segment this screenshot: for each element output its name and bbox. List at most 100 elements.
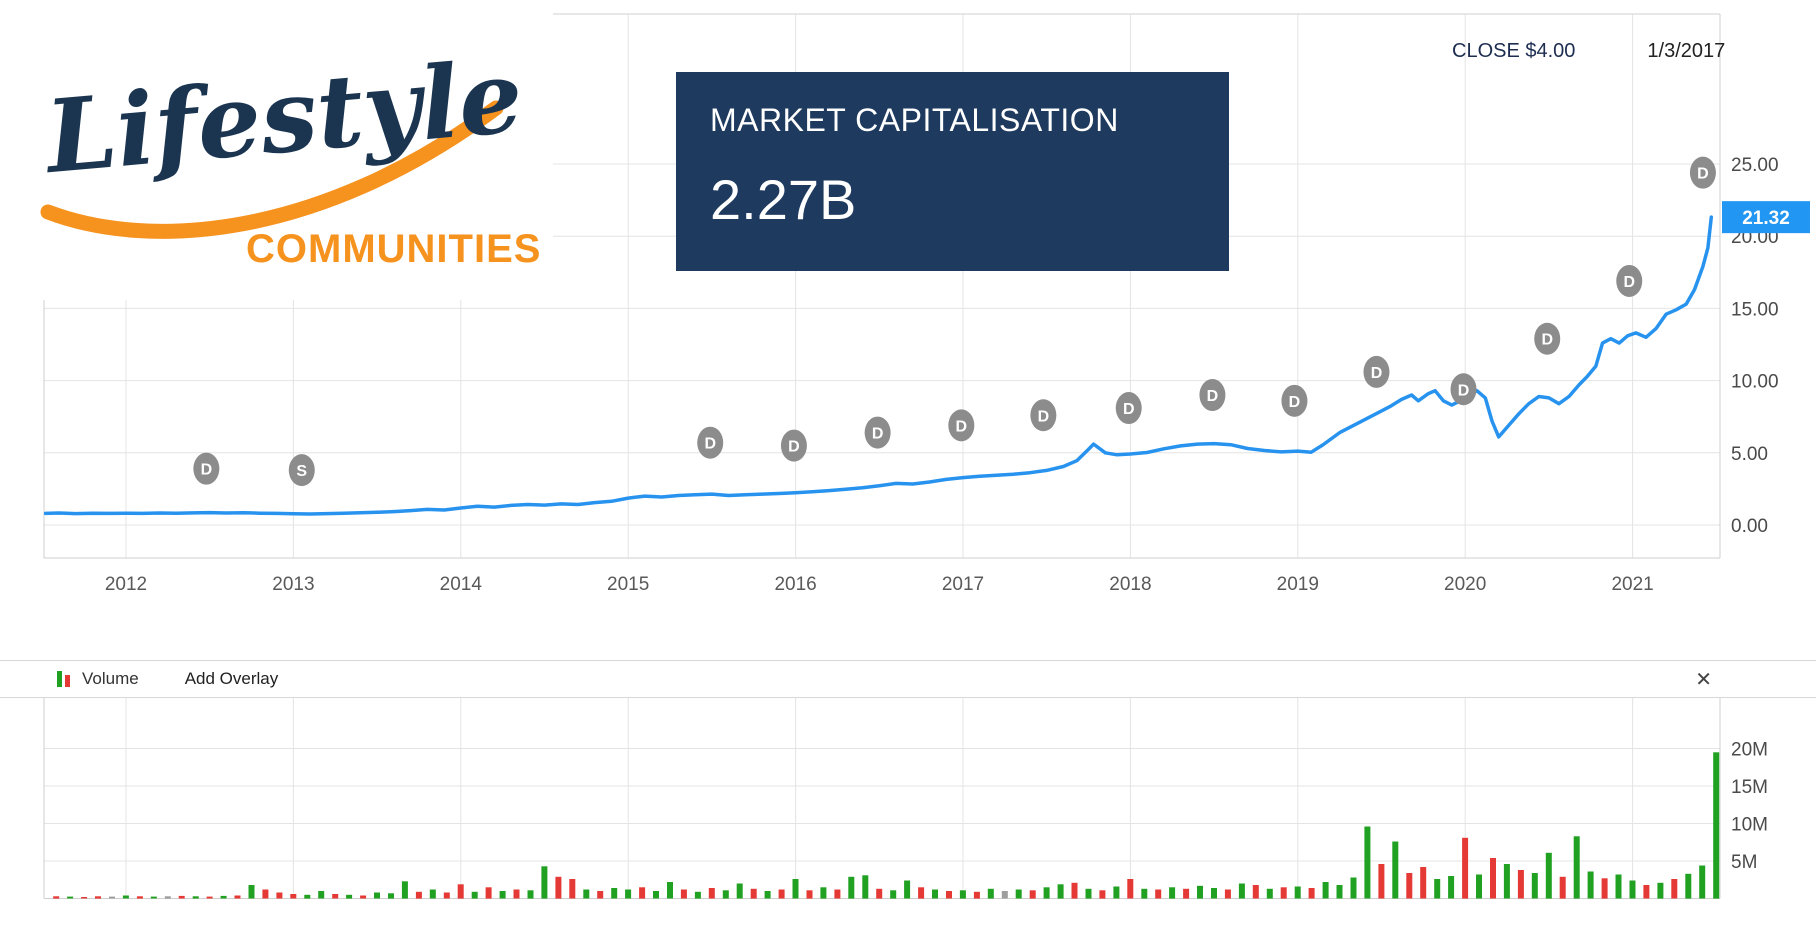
- volume-bar: [1197, 885, 1203, 899]
- volume-bar: [67, 896, 74, 899]
- volume-bar: [332, 894, 339, 899]
- volume-bar: [736, 883, 743, 899]
- event-marker-D[interactable]: D: [780, 429, 807, 462]
- last-price-badge: 21.32: [1722, 201, 1810, 234]
- volume-bar: [1113, 886, 1120, 899]
- add-overlay-button[interactable]: Add Overlay: [184, 669, 279, 688]
- volume-bar: [708, 888, 715, 899]
- volume-bar: [973, 891, 980, 899]
- volume-bar: [1211, 888, 1217, 899]
- volume-bar: [597, 891, 604, 899]
- volume-bar: [1657, 882, 1664, 899]
- logo-swoosh-icon: [40, 100, 504, 239]
- svg-text:D: D: [1038, 408, 1050, 425]
- svg-text:D: D: [1123, 401, 1135, 418]
- event-marker-S[interactable]: S: [288, 454, 315, 487]
- volume-bar: [346, 894, 353, 899]
- price-x-axis-labels: 2012 2013 2014 2015 2016 2017 2018 2019 2020 2021: [105, 574, 1654, 595]
- volume-bar: [1043, 887, 1050, 899]
- volume-bar: [848, 876, 855, 899]
- volume-bar: [611, 888, 618, 899]
- svg-text:2016: 2016: [774, 574, 816, 595]
- volume-bar: [192, 896, 199, 899]
- volume-bar: [1573, 836, 1580, 899]
- volume-bar: [1434, 879, 1441, 899]
- volume-bar: [248, 885, 255, 899]
- volume-bar: [904, 880, 911, 899]
- volume-bar: [639, 887, 646, 899]
- volume-bar: [1085, 888, 1092, 899]
- svg-text:S: S: [296, 463, 307, 480]
- volume-bar: [164, 896, 171, 899]
- volume-bar: [1713, 752, 1720, 899]
- volume-bar: [1378, 864, 1385, 899]
- volume-bar: [150, 896, 157, 899]
- event-marker-D[interactable]: D: [1281, 384, 1308, 417]
- svg-text:15.00: 15.00: [1731, 299, 1779, 320]
- volume-bar: [513, 889, 520, 899]
- volume-bar: [527, 890, 534, 899]
- svg-text:2013: 2013: [272, 574, 314, 595]
- volume-bar: [1685, 873, 1692, 899]
- volume-bar: [1350, 877, 1357, 899]
- volume-bar: [1057, 884, 1064, 899]
- volume-bar: [959, 890, 966, 899]
- svg-text:10.00: 10.00: [1731, 372, 1779, 393]
- volume-bar: [1155, 889, 1162, 899]
- volume-bar: [946, 891, 952, 899]
- volume-bar: [374, 892, 380, 899]
- volume-bar: [457, 884, 464, 899]
- volume-bar: [1462, 837, 1469, 899]
- close-price-label: CLOSE $4.00: [1452, 40, 1576, 62]
- volume-bar: [1183, 888, 1190, 899]
- volume-bar: [290, 894, 297, 899]
- volume-bar: [1071, 882, 1078, 899]
- volume-bar: [1266, 888, 1273, 899]
- event-marker-D[interactable]: D: [1534, 322, 1561, 355]
- volume-bar: [304, 894, 311, 899]
- event-marker-D[interactable]: D: [948, 409, 975, 442]
- volume-bar: [1364, 826, 1371, 899]
- volume-bar: [415, 891, 422, 899]
- market-cap-title: MARKET CAPITALISATION: [710, 102, 1119, 138]
- event-marker-D[interactable]: D: [1450, 373, 1477, 406]
- volume-bar: [541, 866, 548, 899]
- volume-bar: [318, 891, 325, 899]
- volume-bar: [555, 876, 562, 899]
- event-marker-D[interactable]: D: [697, 426, 724, 459]
- volume-bar: [1336, 885, 1343, 899]
- volume-bar: [1420, 867, 1427, 899]
- volume-bar: [485, 887, 492, 899]
- event-marker-D[interactable]: D: [1616, 264, 1643, 297]
- close-date-label: 1/3/2017: [1647, 40, 1726, 62]
- logo-script-text: Lifestyle: [38, 37, 527, 196]
- event-marker-D[interactable]: D: [1689, 156, 1716, 189]
- volume-bar: [1699, 865, 1706, 899]
- volume-bar: [1476, 874, 1482, 899]
- volume-label: Volume: [82, 669, 139, 688]
- svg-text:D: D: [956, 418, 968, 435]
- volume-bar: [987, 888, 994, 899]
- svg-text:2014: 2014: [440, 574, 483, 595]
- volume-bar: [1531, 873, 1538, 899]
- volume-bar: [932, 889, 938, 899]
- event-marker-D[interactable]: D: [1030, 399, 1057, 432]
- event-marker-D[interactable]: D: [1199, 379, 1226, 412]
- volume-bar: [806, 890, 813, 899]
- volume-bar: [1406, 873, 1413, 899]
- event-marker-D[interactable]: D: [1363, 355, 1390, 388]
- svg-text:2012: 2012: [105, 574, 147, 595]
- event-marker-D[interactable]: D: [1115, 392, 1142, 425]
- volume-close-button[interactable]: ✕: [1695, 668, 1712, 691]
- event-marker-D[interactable]: D: [193, 452, 220, 485]
- svg-text:D: D: [1289, 394, 1301, 411]
- svg-text:25.00: 25.00: [1731, 155, 1779, 176]
- price-line: [43, 215, 1714, 516]
- volume-bar: [1224, 889, 1231, 899]
- volume-bar: [499, 891, 506, 899]
- volume-bar: [95, 896, 101, 899]
- volume-bar: [220, 895, 227, 899]
- event-marker-D[interactable]: D: [864, 416, 891, 449]
- volume-bar: [53, 896, 60, 899]
- volume-bar: [178, 895, 185, 899]
